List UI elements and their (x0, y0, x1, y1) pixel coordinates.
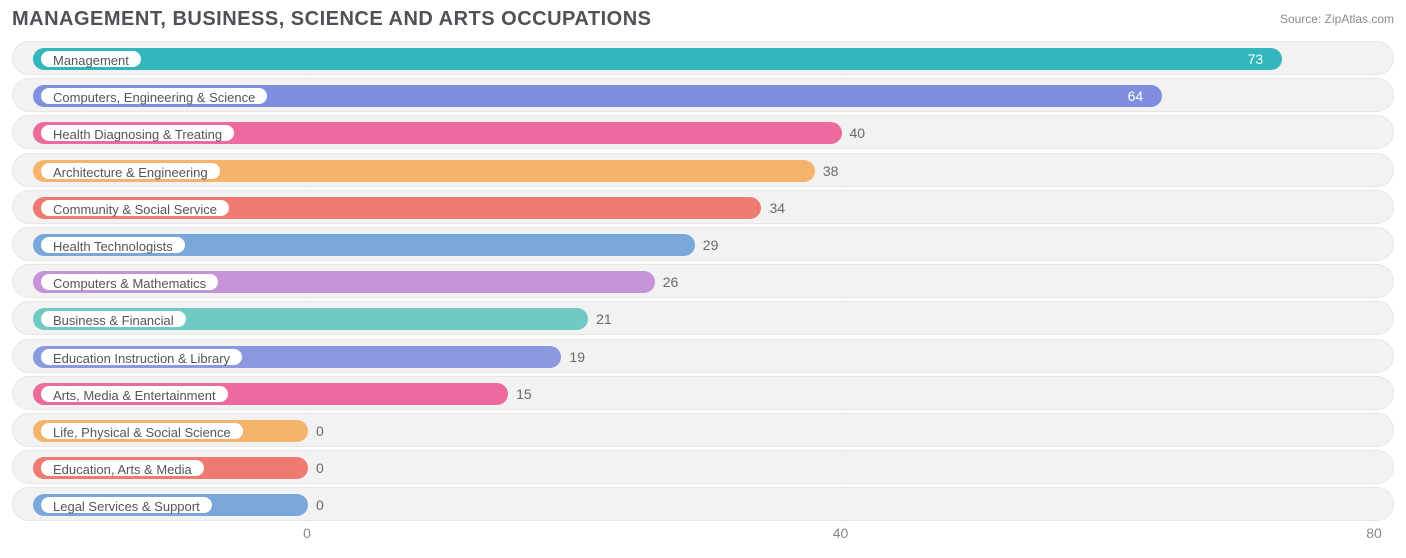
bar-row: Arts, Media & Entertainment 15 (12, 376, 1394, 410)
source-label: Source: ZipAtlas.com (1280, 8, 1394, 26)
bar-row: Business & Financial 21 (12, 301, 1394, 335)
bar-value: 0 (316, 421, 324, 441)
bar-value: 26 (663, 272, 679, 292)
bar-label: Computers & Mathematics (39, 272, 220, 292)
axis-tick: 0 (303, 525, 311, 541)
bar-label: Life, Physical & Social Science (39, 421, 245, 441)
bar-value: 15 (516, 384, 532, 404)
bar-value: 0 (316, 458, 324, 478)
bar-row: Health Technologists 29 (12, 227, 1394, 261)
bar-value: 38 (823, 161, 839, 181)
bar-value: 19 (569, 347, 585, 367)
bar-value: 64 (1128, 86, 1144, 106)
axis-tick: 80 (1366, 525, 1382, 541)
bar-label: Health Technologists (39, 235, 187, 255)
bar-value: 40 (850, 123, 866, 143)
bar-label: Computers, Engineering & Science (39, 86, 269, 106)
bar-label: Arts, Media & Entertainment (39, 384, 230, 404)
bar-row: Community & Social Service 34 (12, 190, 1394, 224)
bar-value: 29 (703, 235, 719, 255)
bar-label: Legal Services & Support (39, 495, 214, 515)
bar-row: Computers, Engineering & Science 64 (12, 78, 1394, 112)
bar-row: Management 73 (12, 41, 1394, 75)
bar-label: Business & Financial (39, 309, 188, 329)
bar-value: 34 (769, 198, 785, 218)
axis-tick: 40 (833, 525, 849, 541)
bar-label: Health Diagnosing & Treating (39, 123, 236, 143)
chart-container: MANAGEMENT, BUSINESS, SCIENCE AND ARTS O… (0, 0, 1406, 558)
bar-row: Education Instruction & Library 19 (12, 339, 1394, 373)
bar-value: 73 (1248, 49, 1264, 69)
bar-label: Education, Arts & Media (39, 458, 206, 478)
x-axis: 0 40 80 (12, 525, 1394, 553)
chart-area: Management 73 Computers, Engineering & Sci… (12, 41, 1394, 553)
bar-label: Education Instruction & Library (39, 347, 244, 367)
bar-value: 21 (596, 309, 612, 329)
bar-row: Education, Arts & Media 0 (12, 450, 1394, 484)
bar-row: Computers & Mathematics 26 (12, 264, 1394, 298)
bar-fill (33, 48, 1282, 70)
bar-value: 0 (316, 495, 324, 515)
header: MANAGEMENT, BUSINESS, SCIENCE AND ARTS O… (12, 8, 1394, 31)
chart-title: MANAGEMENT, BUSINESS, SCIENCE AND ARTS O… (12, 8, 651, 31)
bar-row: Life, Physical & Social Science 0 (12, 413, 1394, 447)
bar-label: Community & Social Service (39, 198, 231, 218)
bar-row: Legal Services & Support 0 (12, 487, 1394, 521)
bar-row: Health Diagnosing & Treating 40 (12, 115, 1394, 149)
bar-label: Management (39, 49, 143, 69)
bar-label: Architecture & Engineering (39, 161, 222, 181)
bar-row: Architecture & Engineering 38 (12, 153, 1394, 187)
